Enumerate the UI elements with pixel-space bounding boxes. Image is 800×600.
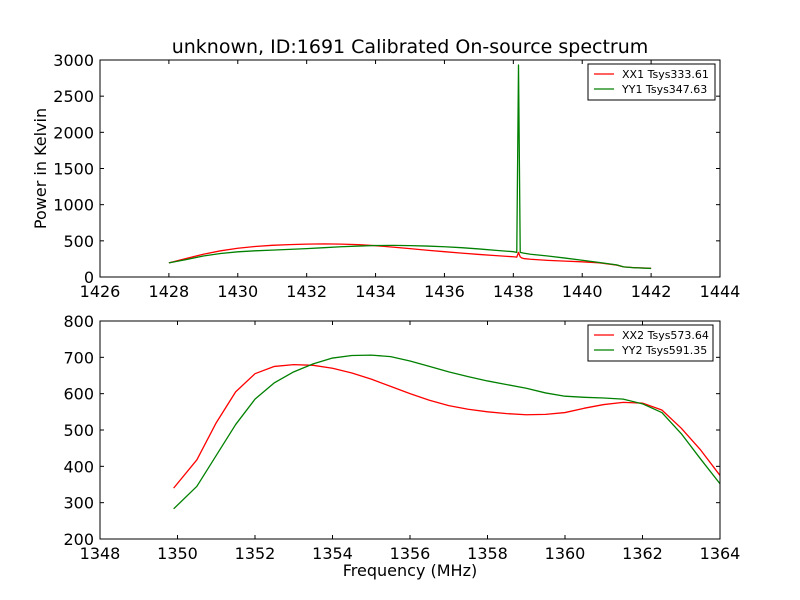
bottom-plot-y-tick-label: 600 bbox=[63, 385, 94, 404]
top-plot-y-tick-label: 2500 bbox=[53, 87, 94, 106]
bottom-plot-x-axis-label: Frequency (MHz) bbox=[343, 561, 477, 580]
top-plot-x-tick-label: 1430 bbox=[217, 282, 258, 301]
bottom-plot-frame bbox=[99, 320, 721, 540]
top-plot-x-tick-label: 1438 bbox=[493, 282, 534, 301]
top-plot-legend: XX1 Tsys333.61 YY1 Tsys347.63 bbox=[587, 63, 716, 101]
bottom-plot-x-tick-label: 1352 bbox=[235, 544, 276, 563]
top-plot-y-tick-label: 1000 bbox=[53, 196, 94, 215]
bottom-plot-y-tick-label: 300 bbox=[63, 494, 94, 513]
bottom-plot-y-tick-label: 700 bbox=[63, 348, 94, 367]
bottom-plot-series-line-2 bbox=[173, 354, 721, 510]
bottom-plot: Frequency (MHz) 1348 1350 1352 1354 1356 1358… bbox=[63, 312, 740, 580]
top-plot-y-axis-label: Power in Kelvin bbox=[31, 108, 50, 229]
top-plot-ticks: 1426 1428 1430 1432 1434 1436 1438 1440 1442 1444… bbox=[53, 51, 740, 301]
bottom-plot-x-tick-label: 1354 bbox=[312, 544, 353, 563]
top-plot-legend-box bbox=[587, 63, 716, 101]
bottom-plot-legend-box bbox=[587, 324, 714, 362]
top-plot-y-tick-label: 2000 bbox=[53, 123, 94, 142]
bottom-plot-x-tick-label: 1362 bbox=[622, 544, 663, 563]
top-plot-x-tick-label: 1442 bbox=[631, 282, 672, 301]
top-plot-x-tick-label: 1434 bbox=[355, 282, 396, 301]
top-plot-legend-label-1: XX1 Tsys333.61 bbox=[622, 68, 709, 81]
bottom-plot-x-tick-label: 1364 bbox=[700, 544, 741, 563]
top-plot-frame bbox=[99, 59, 721, 278]
top-plot-y-tick-label: 3000 bbox=[53, 51, 94, 70]
top-plot-series-line-1 bbox=[168, 243, 652, 269]
top-plot-x-tick-label: 1440 bbox=[562, 282, 603, 301]
bottom-plot-series-group bbox=[173, 354, 721, 510]
top-plot-y-tick-label: 500 bbox=[63, 232, 94, 251]
bottom-plot-x-tick-label: 1360 bbox=[545, 544, 586, 563]
top-plot-x-tick-label: 1428 bbox=[149, 282, 190, 301]
top-plot-y-tick-label: 0 bbox=[84, 268, 94, 287]
bottom-plot-ticks: 1348 1350 1352 1354 1356 1358 1360 1362 1364 200 3… bbox=[63, 312, 740, 563]
bottom-plot-x-tick-label: 1350 bbox=[157, 544, 198, 563]
bottom-plot-y-tick-label: 800 bbox=[63, 312, 94, 331]
top-plot-x-tick-label: 1426 bbox=[80, 282, 121, 301]
top-plot-x-tick-label: 1436 bbox=[424, 282, 465, 301]
top-plot-legend-label-2: YY1 Tsys347.63 bbox=[621, 83, 707, 96]
bottom-plot-series-line-1 bbox=[173, 363, 721, 489]
bottom-plot-y-tick-label: 400 bbox=[63, 457, 94, 476]
top-plot-x-tick-label: 1432 bbox=[286, 282, 327, 301]
top-plot-x-tick-label: 1444 bbox=[700, 282, 741, 301]
bottom-plot-y-tick-label: 200 bbox=[63, 530, 94, 549]
top-plot: unknown, ID:1691 Calibrated On-source sp… bbox=[31, 36, 740, 301]
bottom-plot-legend: XX2 Tsys573.64 YY2 Tsys591.35 bbox=[587, 324, 714, 362]
bottom-plot-y-tick-label: 500 bbox=[63, 421, 94, 440]
top-plot-title: unknown, ID:1691 Calibrated On-source sp… bbox=[172, 36, 649, 58]
bottom-plot-x-tick-label: 1356 bbox=[390, 544, 431, 563]
top-plot-series-group bbox=[168, 64, 652, 270]
bottom-plot-x-tick-label: 1358 bbox=[467, 544, 508, 563]
bottom-plot-legend-label-2: YY2 Tsys591.35 bbox=[621, 344, 707, 357]
bottom-plot-legend-label-1: XX2 Tsys573.64 bbox=[622, 329, 709, 342]
bottom-plot-x-tick-label: 1348 bbox=[80, 544, 121, 563]
top-plot-y-tick-label: 1500 bbox=[53, 160, 94, 179]
top-plot-series-line-2 bbox=[168, 64, 652, 270]
